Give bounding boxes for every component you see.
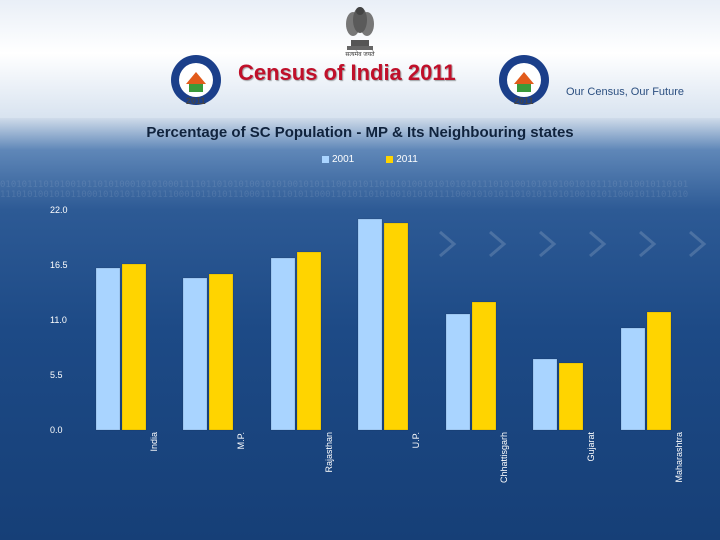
x-tick-label: U.P.: [411, 432, 421, 448]
x-tick-label: Rajasthan: [324, 432, 334, 473]
logo-year-label: 2011: [514, 96, 534, 106]
bar-2011-chhattisgarh: [471, 301, 497, 431]
binary-pattern-background: 0101011101010010110101000101010001111011…: [0, 180, 689, 200]
bar-2001-mp: [182, 277, 208, 431]
legend-label-2011: 2011: [396, 154, 418, 165]
tagline: Our Census, Our Future: [566, 86, 684, 98]
legend-item-2001: 2001: [322, 154, 354, 165]
y-tick-label: 0.0: [50, 425, 63, 435]
bar-2001-india: [95, 267, 121, 431]
bar-2001-chhattisgarh: [445, 313, 471, 431]
legend-swatch-2011: [386, 156, 394, 163]
x-tick-label: Chhattisgarh: [499, 432, 509, 483]
census-title: Census of India 2011: [238, 60, 456, 85]
bar-2011-maharashtra: [646, 311, 672, 431]
legend-label-2001: 2001: [332, 154, 355, 165]
bar-2011-gujarat: [558, 362, 584, 431]
bar-2001-rajasthan: [270, 257, 296, 431]
x-tick-label: Maharashtra: [674, 432, 684, 483]
census-logo-icon: [171, 55, 221, 105]
emblem-caption: सत्यमेव जयते: [345, 52, 375, 58]
bar-2011-mp: [208, 273, 234, 431]
bar-2011-india: [121, 263, 147, 431]
chart-title: Percentage of SC Population - MP & Its N…: [146, 124, 574, 141]
x-tick-label: M.P.: [236, 432, 246, 449]
logo-year-label: 2011: [186, 96, 206, 106]
y-tick-label: 5.5: [50, 370, 63, 380]
y-tick-label: 16.5: [50, 260, 68, 270]
bar-2001-up: [357, 218, 383, 431]
bar-2001-gujarat: [532, 358, 558, 431]
legend-item-2011: 2011: [386, 154, 418, 165]
bar-2001-maharashtra: [620, 327, 646, 431]
legend-swatch-2001: [322, 156, 329, 163]
bar-2011-up: [383, 222, 409, 431]
x-tick-label: India: [149, 432, 159, 452]
census-logo-icon: [499, 55, 549, 105]
bar-2011-rajasthan: [296, 251, 322, 431]
y-tick-label: 11.0: [50, 315, 67, 325]
x-tick-label: Gujarat: [586, 432, 596, 462]
chart-legend: 2001 2011: [322, 154, 418, 165]
state-emblem-icon: [346, 7, 374, 50]
y-tick-label: 22.0: [50, 205, 68, 215]
